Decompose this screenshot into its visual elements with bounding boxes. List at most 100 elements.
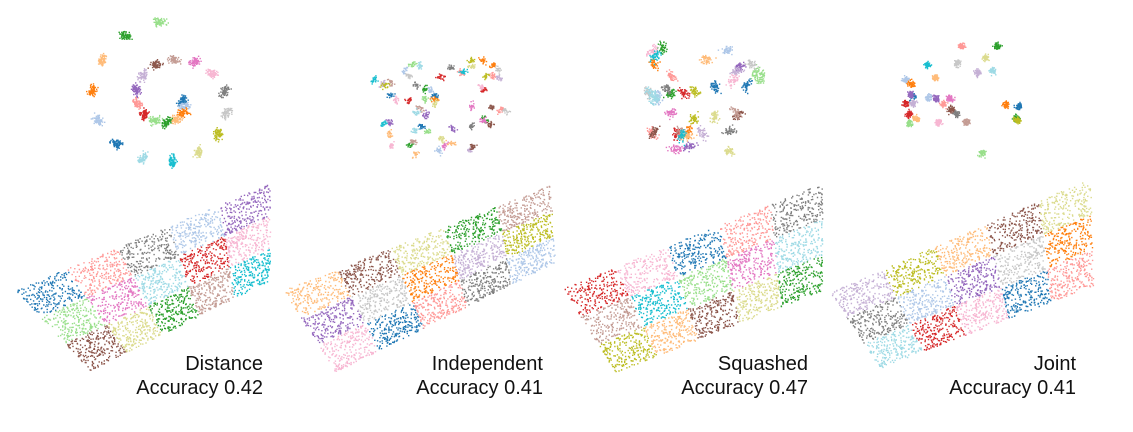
bottom-class-13-points — [617, 249, 678, 297]
accuracy-label: Accuracy 0.41 — [949, 377, 1076, 399]
top-class-16-points — [1012, 116, 1022, 125]
top-embedding-scatter — [370, 56, 512, 159]
bottom-class-6-points — [564, 269, 629, 316]
top-class-13-points — [934, 118, 944, 127]
panel-independent — [285, 56, 556, 372]
top-class-0-points — [109, 94, 189, 151]
bottom-embedding-scatter — [564, 186, 824, 373]
top-class-2-points — [429, 56, 497, 103]
top-class-3-points — [912, 74, 940, 123]
top-class-7-points — [938, 42, 967, 110]
top-class-1-points — [653, 45, 733, 106]
top-class-14-points — [952, 110, 961, 119]
top-class-17-points — [709, 110, 736, 157]
top-class-19-points — [137, 150, 149, 165]
panel-distance — [17, 17, 272, 371]
top-class-16-points — [688, 86, 702, 125]
top-class-6-points — [138, 107, 150, 122]
top-class-19-points — [644, 86, 661, 106]
top-class-9-points — [136, 68, 148, 83]
top-class-4-points — [992, 41, 1021, 123]
top-class-10-points — [147, 59, 164, 71]
top-class-12-points — [441, 100, 487, 151]
bottom-class-0-points — [17, 271, 85, 314]
bottom-class-7-points — [412, 280, 467, 329]
bottom-class-6-points — [179, 237, 230, 284]
top-class-11-points — [386, 78, 425, 146]
bottom-class-19-points — [134, 260, 189, 306]
bottom-class-10-points — [688, 292, 739, 339]
bottom-class-16-points — [886, 249, 944, 296]
bottom-class-2-points — [1045, 215, 1094, 268]
bottom-class-5-points — [678, 259, 733, 306]
top-class-2-points — [648, 57, 694, 140]
bottom-class-8-points — [220, 184, 271, 236]
panel-joint — [831, 41, 1095, 369]
top-class-8-points — [683, 61, 747, 153]
top-class-12-points — [188, 55, 202, 69]
top-class-10-points — [469, 104, 495, 150]
bottom-class-19-points — [775, 220, 824, 273]
top-class-19-points — [988, 66, 997, 77]
top-class-5-points — [148, 17, 169, 127]
bottom-class-17-points — [108, 306, 161, 353]
top-class-18-points — [168, 153, 178, 169]
bottom-class-17-points — [1039, 182, 1093, 235]
top-class-14-points — [660, 84, 738, 136]
bottom-class-1-points — [170, 209, 226, 254]
panel-label-independent: Independent Accuracy 0.41 — [416, 352, 543, 400]
bottom-class-16-points — [502, 213, 554, 255]
top-embedding-scatter — [900, 41, 1023, 159]
panel-label-squashed: Squashed Accuracy 0.47 — [681, 352, 808, 400]
top-class-13-points — [205, 68, 219, 80]
top-class-2-points — [906, 78, 1010, 110]
top-class-1-points — [401, 66, 443, 157]
top-class-6-points — [901, 99, 914, 120]
bottom-class-4-points — [445, 207, 503, 254]
bottom-class-1-points — [897, 276, 954, 324]
accuracy-label: Accuracy 0.41 — [416, 377, 543, 399]
bottom-class-11-points — [580, 298, 642, 344]
bottom-class-14-points — [460, 258, 511, 306]
top-class-11-points — [961, 118, 971, 126]
top-embedding-scatter — [643, 40, 766, 157]
top-class-8-points — [130, 82, 142, 99]
bottom-class-3-points — [285, 271, 351, 315]
bottom-class-0-points — [669, 229, 727, 276]
bottom-class-15-points — [351, 276, 409, 322]
top-class-13-points — [646, 43, 740, 89]
accuracy-label: Accuracy 0.47 — [681, 377, 808, 399]
top-class-7-points — [132, 96, 144, 110]
top-class-11-points — [166, 55, 182, 65]
top-class-3-points — [97, 52, 184, 125]
bottom-embedding-scatter — [831, 182, 1095, 369]
top-class-17-points — [192, 144, 203, 159]
top-class-12-points — [664, 108, 684, 155]
bottom-embedding-scatter — [285, 185, 556, 372]
bottom-class-12-points — [727, 240, 777, 289]
top-class-15-points — [953, 59, 962, 69]
bottom-class-0-points — [367, 304, 425, 350]
top-class-1-points — [90, 101, 192, 127]
bottom-class-4-points — [777, 257, 824, 308]
top-class-9-points — [696, 66, 746, 142]
bottom-class-8-points — [301, 297, 364, 344]
panel-label-joint: Joint Accuracy 0.41 — [949, 352, 1076, 400]
top-class-10-points — [946, 104, 956, 116]
top-class-3-points — [386, 129, 457, 159]
bottom-class-10-points — [987, 203, 1043, 255]
top-class-7-points — [646, 69, 679, 140]
bottom-class-7-points — [1047, 251, 1095, 300]
bottom-class-17-points — [391, 229, 451, 276]
bottom-class-9-points — [831, 271, 895, 318]
bottom-class-14-points — [847, 297, 908, 344]
bottom-class-4-points — [149, 287, 199, 332]
bottom-class-5-points — [41, 298, 106, 344]
bottom-class-18-points — [631, 281, 688, 327]
bottom-class-14-points — [119, 229, 179, 276]
bottom-class-7-points — [720, 205, 774, 258]
bottom-class-6-points — [912, 306, 967, 351]
bottom-class-14-points — [771, 186, 824, 238]
top-class-16-points — [212, 127, 224, 143]
